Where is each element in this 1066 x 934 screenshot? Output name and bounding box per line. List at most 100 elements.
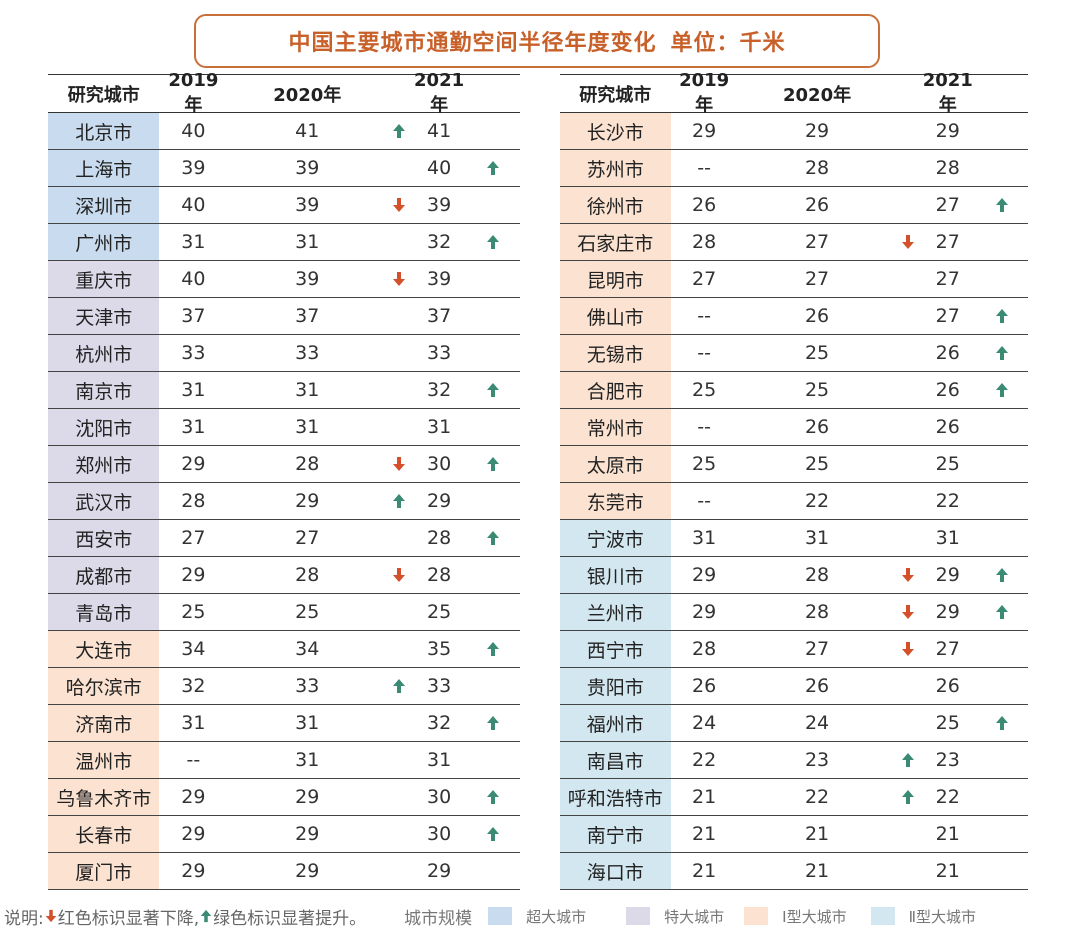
trend-2020: [387, 678, 411, 694]
value-2021: 30: [426, 453, 452, 475]
value-2021: 28: [426, 527, 452, 549]
table-row: 郑州市 29 28 30: [48, 446, 520, 483]
value-2021: 37: [426, 305, 452, 327]
value-2019: 39: [181, 157, 206, 179]
header-city: 研究城市: [67, 84, 140, 106]
value-2020: 27: [804, 638, 830, 660]
value-2019: 29: [181, 453, 206, 475]
value-2021: 23: [935, 749, 960, 771]
table-row: 成都市 29 28 28: [48, 557, 520, 594]
value-2021: 29: [426, 490, 452, 512]
value-2021: 26: [935, 342, 960, 364]
value-2021: 22: [935, 490, 960, 512]
up-arrow-icon: [902, 790, 915, 804]
city-cell: 苏州市: [560, 150, 671, 186]
city-cell: 重庆市: [48, 261, 160, 297]
value-2021: 33: [426, 675, 452, 697]
trend-2021: [467, 530, 520, 546]
value-2021: 30: [426, 823, 452, 845]
up-arrow-icon: [487, 383, 500, 397]
table-row: 乌鲁木齐市 29 29 30: [48, 779, 520, 816]
value-2020: 25: [804, 342, 830, 364]
trend-2020: [896, 234, 920, 250]
up-arrow-icon: [487, 790, 500, 804]
up-arrow-icon: [487, 642, 500, 656]
note-prefix: 说明:: [4, 908, 44, 929]
value-2020: 28: [804, 157, 830, 179]
value-2019: 27: [181, 527, 206, 549]
value-2019: 25: [181, 601, 206, 623]
value-2020: 29: [295, 786, 320, 808]
down-arrow-icon: [45, 909, 56, 923]
value-2020: 31: [295, 231, 320, 253]
value-2020: 26: [804, 675, 830, 697]
value-2021: 28: [426, 564, 452, 586]
value-2020: 27: [804, 268, 830, 290]
city-cell: 南京市: [48, 372, 160, 408]
unit-label: 单位：千米: [670, 31, 786, 56]
up-arrow-icon: [487, 531, 500, 545]
value-2020: 33: [295, 675, 320, 697]
value-2021: 32: [426, 231, 452, 253]
trend-2021: [467, 826, 520, 842]
right-table: 研究城市 2019年 2020年 2021年 长沙市 29 29 29 苏州市 -- 28 2…: [560, 70, 1028, 890]
value-2021: 21: [935, 860, 960, 882]
table-row: 徐州市 26 26 27: [560, 187, 1028, 224]
value-2020: 31: [295, 749, 320, 771]
value-2020: 25: [295, 601, 320, 623]
value-2020: 29: [804, 120, 830, 142]
legend-super: 超大城市: [488, 906, 586, 927]
trend-2020: [387, 271, 411, 287]
value-2019: 25: [692, 379, 717, 401]
value-2020: 21: [804, 860, 830, 882]
table-row: 大连市 34 34 35: [48, 631, 520, 668]
down-arrow-icon: [902, 568, 915, 582]
value-2020: 22: [804, 786, 830, 808]
trend-2020: [896, 752, 920, 768]
up-arrow-icon: [487, 235, 500, 249]
down-arrow-icon: [393, 272, 406, 286]
up-arrow-icon: [995, 716, 1008, 730]
value-2020: 25: [804, 379, 830, 401]
value-2021: 26: [935, 379, 960, 401]
trend-2021: [975, 567, 1028, 583]
table-row: 重庆市 40 39 39: [48, 261, 520, 298]
up-arrow-icon: [487, 457, 500, 471]
up-arrow-icon: [995, 346, 1008, 360]
value-2021: 39: [426, 194, 452, 216]
value-2019: 28: [692, 638, 717, 660]
table-row: 佛山市 -- 26 27: [560, 298, 1028, 335]
value-2020: 33: [295, 342, 320, 364]
up-arrow-icon: [200, 909, 212, 923]
value-2020: 21: [804, 823, 830, 845]
up-arrow-icon: [393, 679, 406, 693]
legend-type-two: Ⅱ型大城市: [870, 906, 976, 927]
trend-2021: [467, 789, 520, 805]
value-2020: 39: [295, 157, 320, 179]
trend-2021: [467, 641, 520, 657]
value-2019: 31: [181, 712, 206, 734]
city-cell: 广州市: [48, 224, 160, 260]
value-2021: 27: [935, 638, 960, 660]
table-row: 南宁市 21 21 21: [560, 816, 1028, 853]
value-2020: 29: [295, 823, 320, 845]
city-cell: 兰州市: [560, 594, 671, 630]
value-2020: 24: [804, 712, 830, 734]
value-2021: 27: [935, 231, 960, 253]
header-2019: 2019年: [679, 70, 730, 116]
city-cell: 乌鲁木齐市: [48, 779, 160, 815]
city-cell: 深圳市: [48, 187, 160, 223]
city-cell: 长沙市: [560, 113, 671, 149]
value-2021: 26: [935, 675, 960, 697]
city-cell: 东莞市: [560, 483, 671, 519]
table-row: 广州市 31 31 32: [48, 224, 520, 261]
value-2019: 28: [181, 490, 206, 512]
value-2019: 27: [692, 268, 717, 290]
value-2021: 29: [935, 564, 960, 586]
value-2019: 37: [181, 305, 206, 327]
trend-2020: [896, 567, 920, 583]
down-arrow-icon: [902, 642, 915, 656]
value-2020: 37: [295, 305, 320, 327]
value-2020: 39: [295, 194, 320, 216]
value-2020: 29: [295, 490, 320, 512]
